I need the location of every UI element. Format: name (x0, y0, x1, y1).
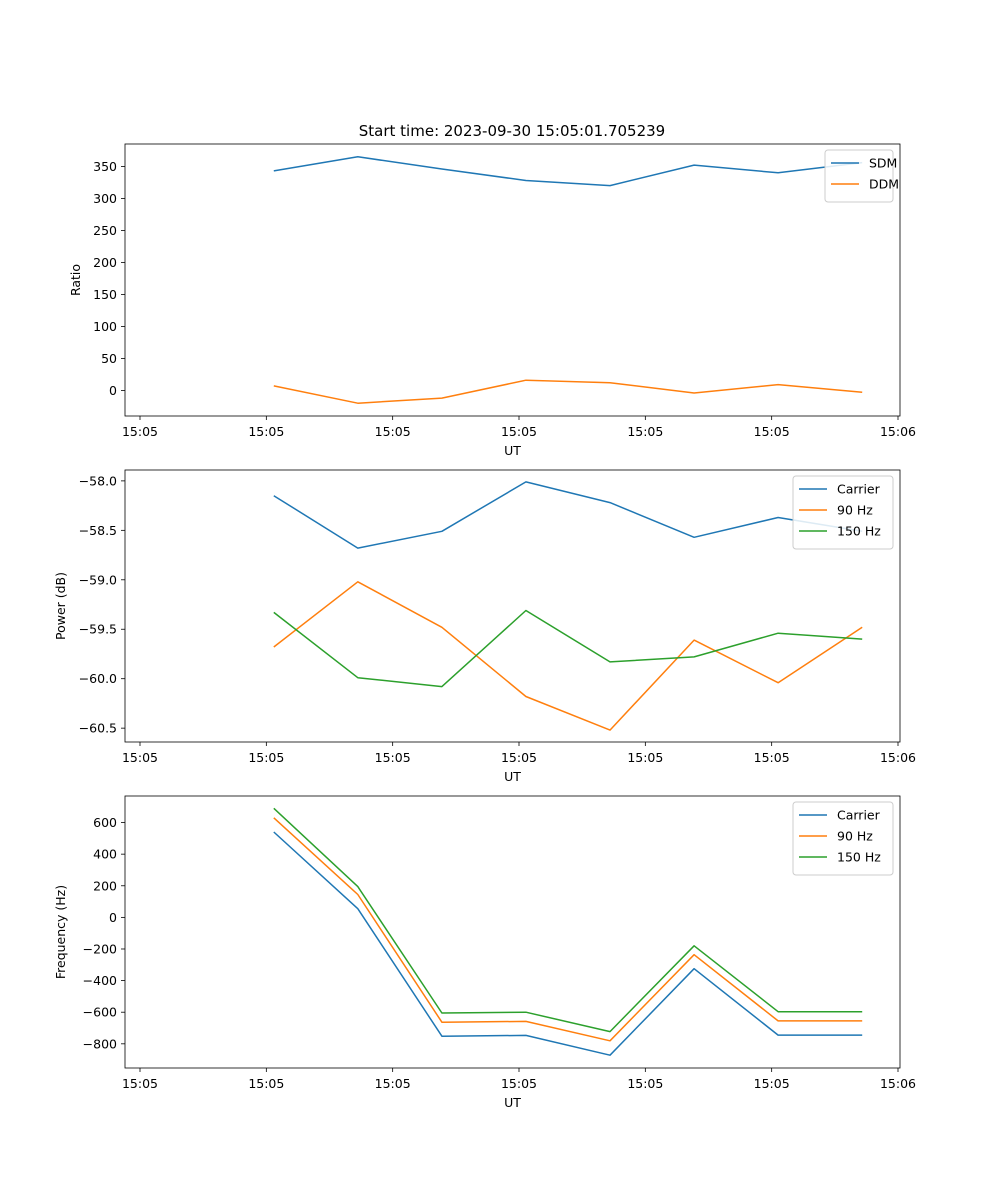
chart-panel-1: 15:05 15:05 15:05 15:05 15:05 15:05 15:06 0 50 10… (68, 143, 916, 458)
x-tick-label: 15:05 (501, 1076, 537, 1091)
legend: Carrier 90 Hz 150 Hz (792, 801, 894, 876)
x-tick-label: 15:05 (754, 424, 790, 439)
series-line-sdm (273, 156, 863, 187)
x-tick-label: 15:06 (880, 1076, 916, 1091)
x-tick-label: 15:05 (754, 750, 790, 765)
legend-label: 150 Hz (837, 524, 881, 539)
x-axis-label: UT (504, 443, 521, 458)
y-tick-label: −59.0 (79, 572, 117, 587)
x-tick-label: 15:06 (880, 750, 916, 765)
legend-label: Carrier (837, 808, 881, 823)
y-tick-label: 400 (93, 847, 117, 862)
series-line-carrier (273, 481, 863, 549)
legend-label: 90 Hz (837, 503, 873, 518)
x-tick-label: 15:05 (375, 424, 411, 439)
legend-label: 90 Hz (837, 829, 873, 844)
y-tick-label: −58.5 (79, 523, 117, 538)
y-tick-label: −58.0 (79, 473, 117, 488)
series-line-carrier (273, 831, 863, 1056)
y-tick-label: −59.5 (79, 622, 117, 637)
y-axis-label: Power (dB) (53, 572, 68, 640)
legend: SDM DDM (824, 149, 899, 203)
x-tick-label: 15:05 (501, 750, 537, 765)
y-tick-label: 150 (93, 287, 117, 302)
axes-frame (124, 143, 901, 417)
x-tick-label: 15:05 (122, 424, 158, 439)
axes-frame (124, 469, 901, 743)
x-tick-label: 15:05 (248, 750, 284, 765)
x-tick-label: 15:05 (627, 750, 663, 765)
series-line-ddm (273, 379, 863, 404)
series-line-150-hz (273, 807, 863, 1033)
y-tick-label: −200 (83, 941, 117, 956)
y-tick-label: 0 (109, 910, 117, 925)
y-tick-label: 50 (101, 351, 117, 366)
x-tick-label: 15:05 (375, 1076, 411, 1091)
x-tick-label: 15:05 (754, 1076, 790, 1091)
y-tick-label: 200 (93, 255, 117, 270)
x-tick-label: 15:05 (122, 750, 158, 765)
legend-label: SDM (869, 156, 897, 171)
chart-panel-3: 15:05 15:05 15:05 15:05 15:05 15:05 15:06 −800 −… (53, 795, 916, 1110)
y-axis-label: Ratio (68, 264, 83, 296)
x-tick-label: 15:05 (248, 424, 284, 439)
y-tick-label: 300 (93, 191, 117, 206)
y-tick-label: −600 (83, 1005, 117, 1020)
figure-title: Start time: 2023-09-30 15:05:01.705239 (359, 122, 665, 140)
series-line-150-hz (273, 609, 863, 688)
y-tick-label: −400 (83, 973, 117, 988)
x-tick-label: 15:05 (501, 424, 537, 439)
series-line-90-hz (273, 581, 863, 731)
y-tick-label: 250 (93, 223, 117, 238)
x-tick-label: 15:05 (122, 1076, 158, 1091)
x-tick-label: 15:05 (627, 424, 663, 439)
y-tick-label: 350 (93, 159, 117, 174)
legend: Carrier 90 Hz 150 Hz (792, 475, 894, 550)
y-tick-label: −800 (83, 1036, 117, 1051)
y-tick-label: 600 (93, 815, 117, 830)
x-axis-label: UT (504, 1095, 521, 1110)
x-axis-label: UT (504, 769, 521, 784)
y-axis-label: Frequency (Hz) (53, 885, 68, 979)
y-tick-label: −60.5 (79, 721, 117, 736)
chart-panel-2: 15:05 15:05 15:05 15:05 15:05 15:05 15:06 −60.5… (53, 469, 916, 784)
y-tick-label: 200 (93, 878, 117, 893)
y-tick-label: 0 (109, 383, 117, 398)
y-tick-label: −60.0 (79, 671, 117, 686)
legend-label: DDM (869, 177, 899, 192)
x-tick-label: 15:05 (375, 750, 411, 765)
series-line-90-hz (273, 817, 863, 1042)
legend-label: 150 Hz (837, 850, 881, 865)
x-tick-label: 15:06 (880, 424, 916, 439)
y-tick-label: 100 (93, 319, 117, 334)
legend-label: Carrier (837, 482, 881, 497)
axes-frame (124, 795, 901, 1069)
x-tick-label: 15:05 (248, 1076, 284, 1091)
x-tick-label: 15:05 (627, 1076, 663, 1091)
